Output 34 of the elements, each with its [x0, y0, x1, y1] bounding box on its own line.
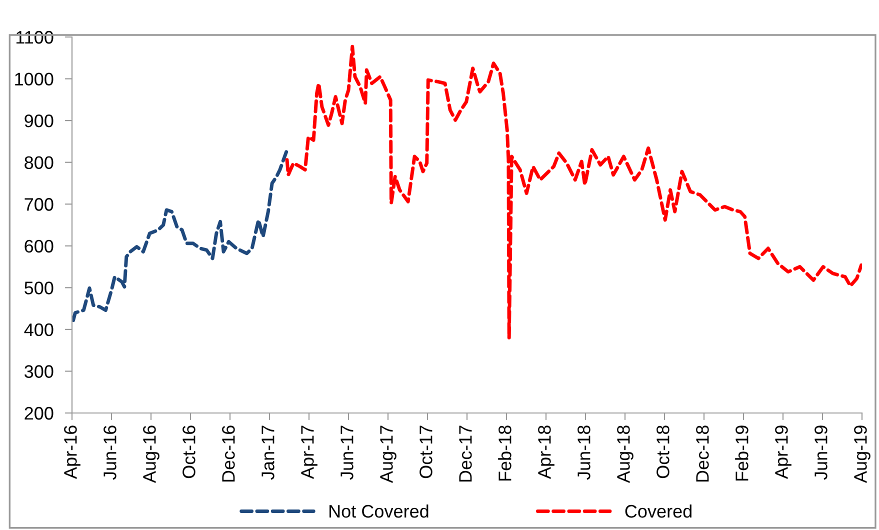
y-tick-label: 500: [24, 282, 54, 294]
x-tick-label: Oct-18: [656, 426, 670, 478]
x-tick-label: Jun-17: [340, 426, 354, 480]
line-series: [285, 44, 862, 340]
y-tick-label: 200: [24, 406, 54, 420]
y-tick-label: 600: [24, 240, 54, 253]
x-tick-label: Dec-17: [459, 426, 472, 482]
y-tick-label: 400: [24, 323, 54, 336]
x-tick-label: Apr-19: [775, 426, 792, 479]
x-tick-label: Jun-16: [104, 426, 116, 480]
x-tick-label: Jan-17: [262, 426, 274, 480]
x-tick-label: Dec-18: [696, 426, 709, 482]
x-tick-label: Aug-18: [617, 426, 634, 483]
x-tick-label: Apr-16: [64, 426, 80, 479]
x-tick-label: Aug-17: [380, 426, 396, 483]
y-tick-label: 800: [24, 156, 54, 170]
x-tick-label: Dec-16: [222, 426, 235, 482]
x-tick-label: Feb-18: [498, 426, 512, 481]
y-tick-label: 900: [24, 114, 54, 128]
x-tick-label: Jun-18: [578, 426, 590, 480]
legend-label: Covered: [625, 504, 692, 518]
y-tick-label: 300: [24, 365, 54, 378]
x-tick-label: Oct-17: [420, 426, 432, 478]
x-tick-label: Jun-19: [814, 426, 828, 480]
x-tick-label: Aug-16: [143, 426, 160, 483]
x-tick-label: Aug-19: [854, 426, 870, 483]
x-tick-label: Oct-16: [182, 426, 196, 478]
x-tick-label: Feb-19: [735, 426, 748, 481]
x-tick-label: Apr-18: [538, 426, 554, 479]
line-series: [72, 150, 288, 322]
y-tick-label: 700: [24, 198, 54, 211]
x-tick-label: Apr-17: [301, 426, 318, 479]
legend-label: Not Covered: [330, 504, 428, 518]
y-tick-label: 1000: [15, 72, 54, 86]
